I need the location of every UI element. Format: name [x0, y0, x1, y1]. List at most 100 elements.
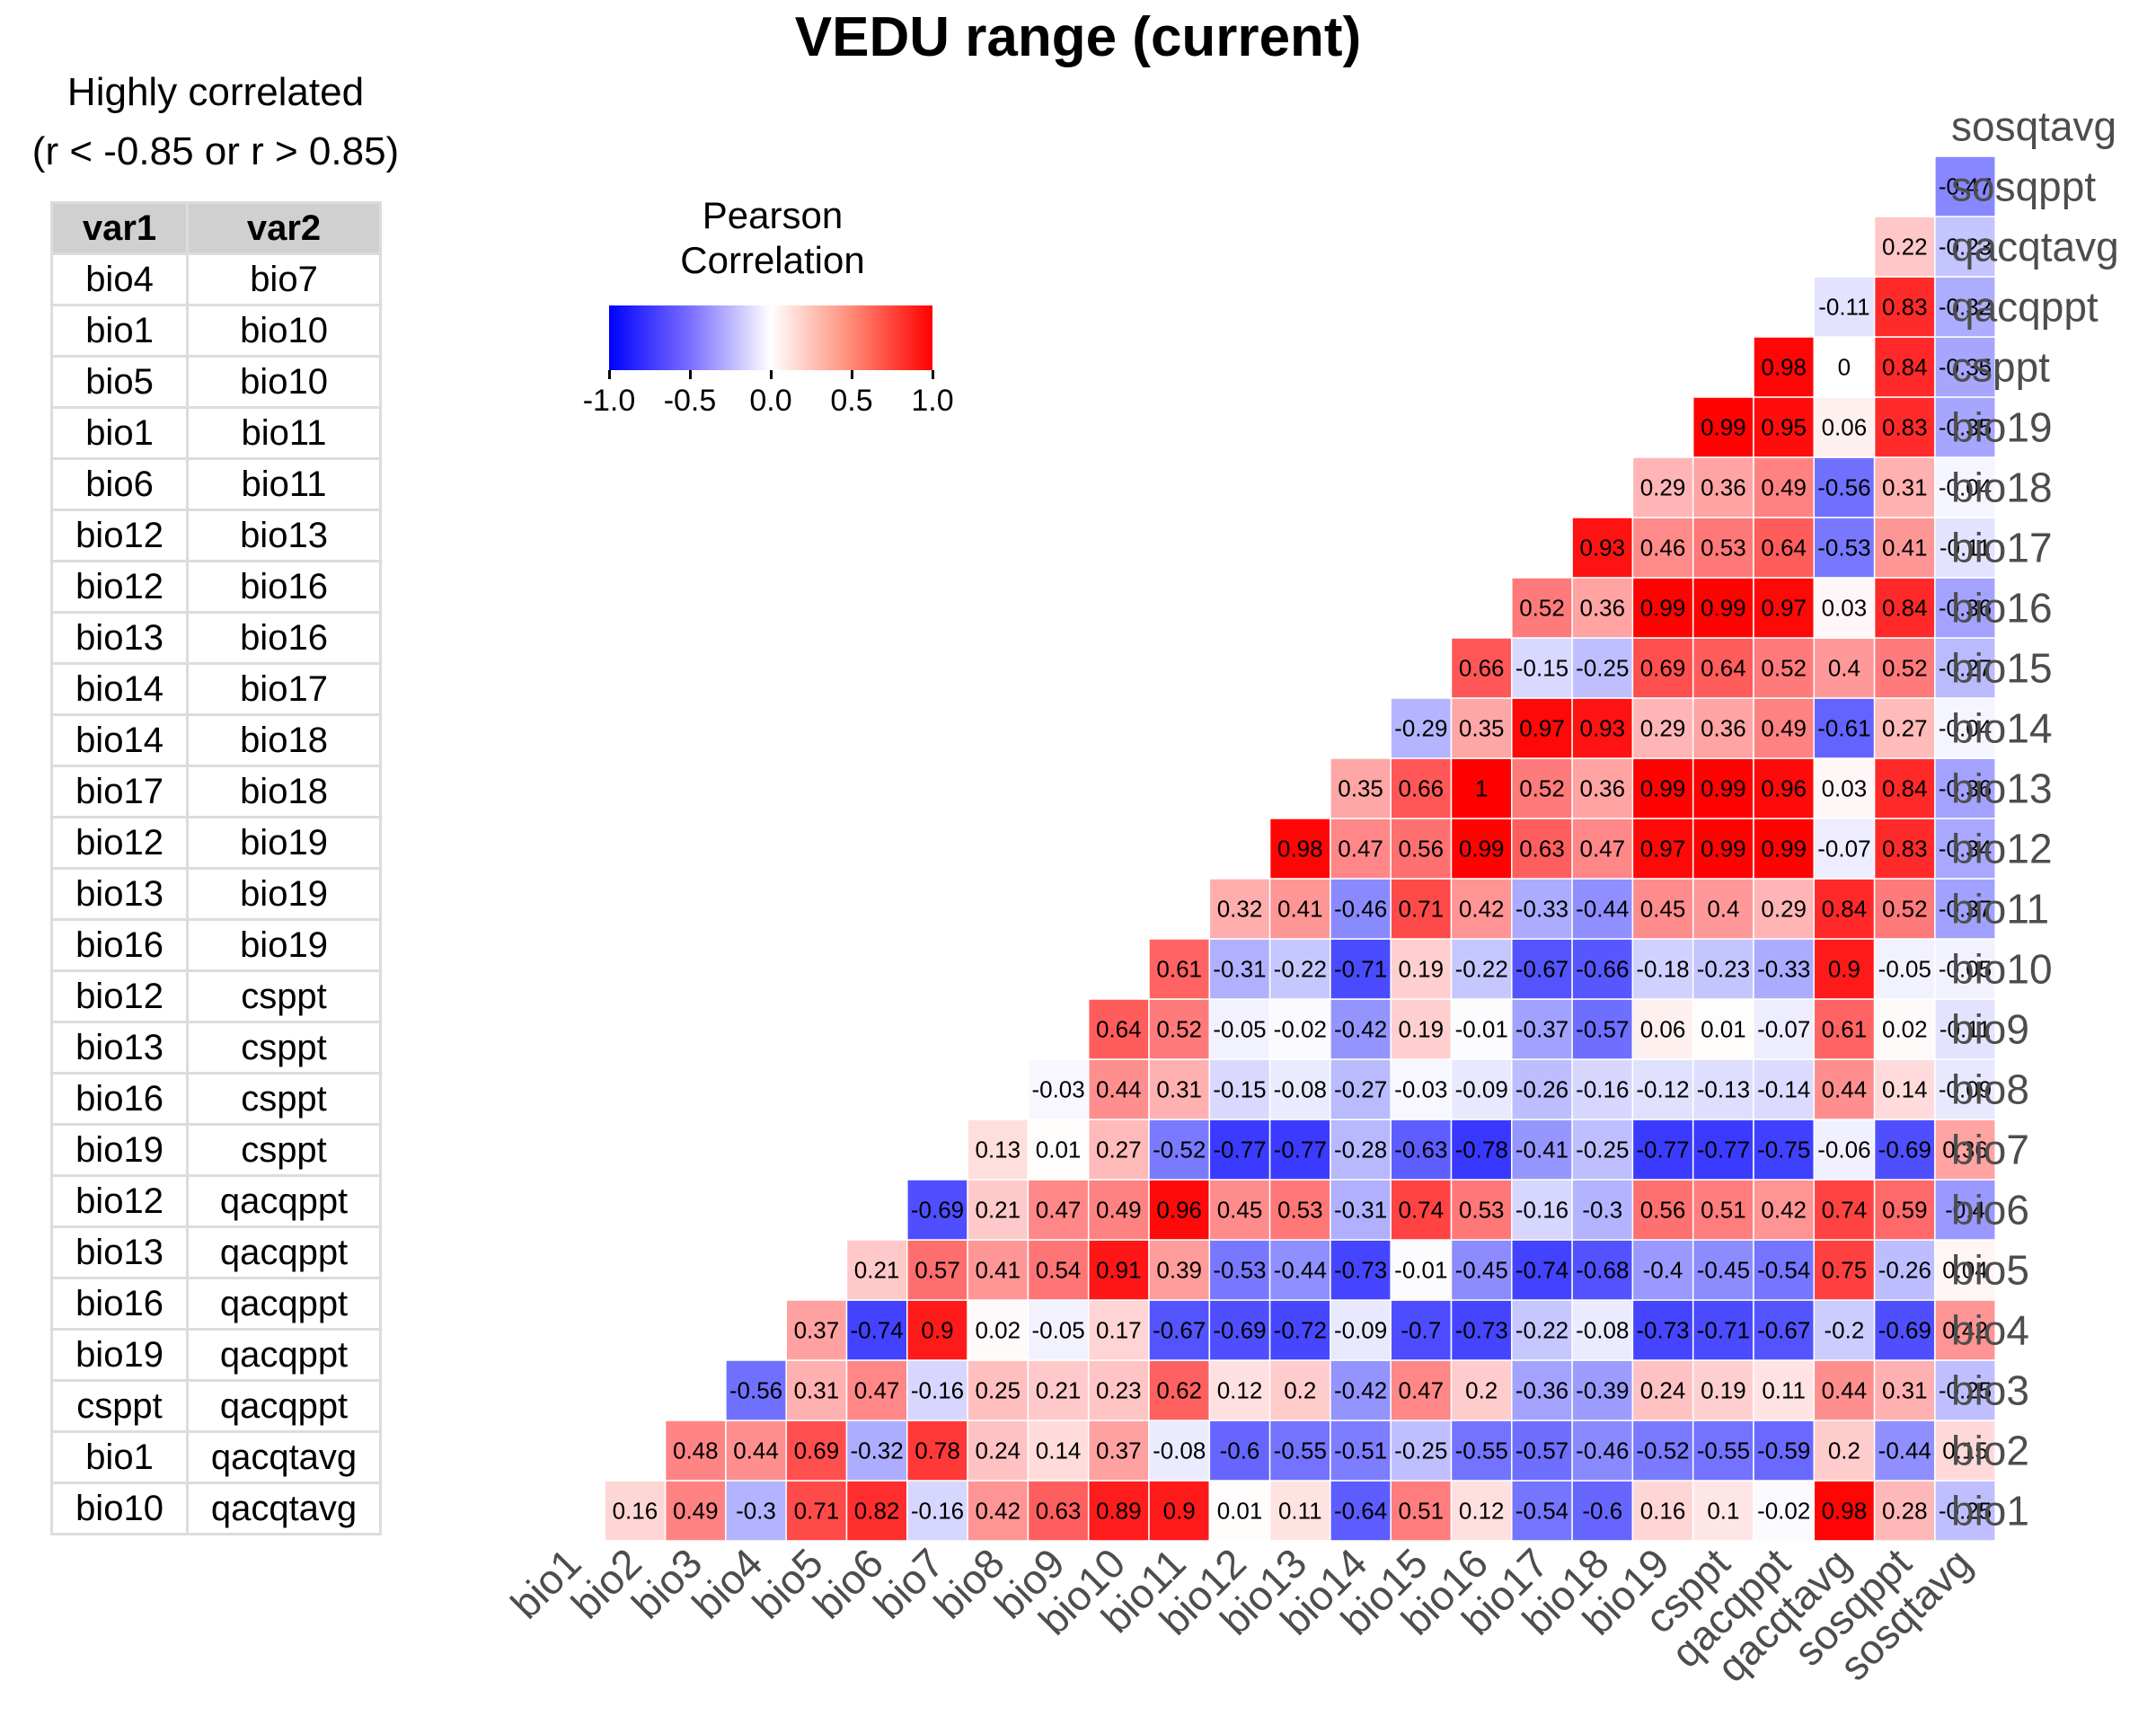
heatmap-value-label: -0.01 [1455, 1016, 1508, 1043]
heatmap-cell [1390, 878, 1453, 940]
heatmap-value-label: 0.01 [1036, 1137, 1082, 1163]
heatmap-value-label: -0.15 [1213, 1076, 1266, 1103]
heatmap-value-label: 0.97 [1519, 715, 1565, 742]
row-axis-label: qacqppt [1951, 284, 2099, 331]
table-cell-var1: bio13 [50, 1021, 189, 1075]
heatmap-value-label: 0.56 [1398, 836, 1444, 862]
heatmap-value-label: 0.53 [1459, 1197, 1505, 1224]
heatmap-cell [1753, 517, 1816, 579]
heatmap-value-label: 0.52 [1519, 595, 1565, 622]
heatmap-value-label: -0.42 [1334, 1377, 1387, 1404]
heatmap-cell [1571, 517, 1634, 579]
heatmap-value-label: 0.64 [1761, 535, 1807, 562]
table-row: bio12 bio16 [50, 560, 382, 614]
legend-tick-label: -0.5 [663, 384, 717, 418]
row-axis-label: bio11 [1951, 886, 2049, 933]
heatmap-value-label: -0.4 [1945, 1197, 1985, 1224]
heatmap-value-label: 0.93 [1579, 535, 1625, 562]
heatmap-value-label: -0.22 [1515, 1317, 1568, 1344]
table-cell-var2: bio10 [186, 304, 382, 358]
heatmap-cell [1027, 1359, 1090, 1421]
heatmap-cell [785, 1299, 848, 1361]
heatmap-value-label: 0.16 [1640, 1498, 1686, 1525]
heatmap-value-label: 0.69 [1640, 655, 1686, 682]
table-cell-var2: csppt [186, 1072, 382, 1126]
heatmap-value-label: 0.31 [1882, 474, 1928, 501]
heatmap-value-label: 0.47 [1579, 836, 1625, 862]
heatmap-value-label: 0.52 [1882, 896, 1928, 923]
heatmap-cell [1390, 818, 1453, 880]
heatmap-value-label: -0.31 [1334, 1197, 1387, 1224]
heatmap-value-label: 0.06 [1822, 414, 1868, 441]
heatmap-cell [845, 1239, 908, 1301]
heatmap-value-label: 0.03 [1822, 595, 1868, 622]
heatmap-value-label: 0.42 [1761, 1197, 1807, 1224]
table-cell-var1: bio13 [50, 1225, 189, 1279]
heatmap-value-label: 0.24 [975, 1438, 1021, 1464]
heatmap-cell [1692, 1239, 1754, 1301]
chart-title: VEDU range (current) [794, 6, 1362, 68]
heatmap-cell [1571, 1480, 1634, 1542]
heatmap-cell [1934, 878, 1996, 940]
heatmap-value-label: -0.28 [1334, 1137, 1387, 1163]
heatmap-cell [1087, 1359, 1150, 1421]
heatmap-value-label: -0.72 [1274, 1317, 1327, 1344]
row-axis-label: bio17 [1951, 525, 2053, 571]
heatmap-cell [1934, 637, 1996, 699]
table-cell-var2: bio18 [186, 765, 382, 818]
table-cell-var1: bio1 [50, 304, 189, 358]
heatmap-cell [1148, 1359, 1211, 1421]
heatmap-value-label: -0.61 [1817, 715, 1870, 742]
heatmap-value-label: 0.19 [1398, 1016, 1444, 1043]
heatmap-value-label: 0.4 [1707, 896, 1739, 923]
heatmap-value-label: -0.18 [1636, 956, 1689, 983]
heatmap-cell [1027, 1299, 1090, 1361]
heatmap-cell [1511, 1179, 1573, 1241]
heatmap-cell [1631, 1119, 1694, 1181]
heatmap-value-label: 0.14 [1036, 1438, 1082, 1464]
heatmap-cell [1268, 1299, 1331, 1361]
heatmap-value-label: -0.56 [1817, 474, 1870, 501]
heatmap-cell [1934, 1119, 1996, 1181]
heatmap-value-label: 0.01 [1217, 1498, 1263, 1525]
heatmap-value-label: -0.05 [1031, 1317, 1084, 1344]
heatmap-cell [1208, 998, 1271, 1060]
heatmap-value-label: -0.36 [1515, 1377, 1568, 1404]
table-row: bio16 bio19 [50, 918, 382, 972]
heatmap-cell [1813, 456, 1876, 518]
legend-tick-mark [851, 370, 853, 379]
heatmap-cell [1027, 1058, 1090, 1120]
table-header-var2: var2 [186, 201, 382, 255]
heatmap-value-label: 0.99 [1701, 595, 1746, 622]
table-cell-var2: bio10 [186, 355, 382, 409]
heatmap-value-label: 0.83 [1882, 414, 1928, 441]
heatmap-value-label: 0.91 [1096, 1257, 1142, 1284]
heatmap-cell [1934, 1359, 1996, 1421]
row-axis-label: sosqppt [1951, 164, 2096, 210]
heatmap-value-label: 0.84 [1882, 595, 1928, 622]
heatmap-cell [906, 1239, 968, 1301]
row-axis-label: bio7 [1951, 1127, 2029, 1173]
heatmap-cell [1330, 1179, 1392, 1241]
heatmap-cell [1813, 396, 1876, 458]
heatmap-value-label: 0.48 [673, 1438, 719, 1464]
heatmap-value-label: -0.36 [1939, 595, 1992, 622]
heatmap-value-label: -0.56 [729, 1377, 782, 1404]
table-cell-var1: bio19 [50, 1123, 189, 1177]
table-row: bio4 bio7 [50, 252, 382, 306]
heatmap-value-label: -0.34 [1939, 836, 1992, 862]
table-cell-var1: bio16 [50, 918, 189, 972]
heatmap-value-label: -0.25 [1576, 655, 1629, 682]
heatmap-value-label: 0.9 [1828, 956, 1860, 983]
heatmap-cell [1450, 1480, 1513, 1542]
heatmap-value-label: 0.44 [1096, 1076, 1142, 1103]
row-axis-label: bio4 [1951, 1307, 2029, 1354]
row-axis-label: qacqtavg [1951, 224, 2119, 270]
heatmap-value-label: -0.44 [1274, 1257, 1327, 1284]
heatmap-cell [1268, 878, 1331, 940]
heatmap-value-label: -0.67 [1515, 956, 1568, 983]
heatmap-cell [1087, 1179, 1150, 1241]
heatmap-value-label: 0.52 [1156, 1016, 1202, 1043]
heatmap-cell [1511, 1239, 1573, 1301]
table-cell-var1: bio12 [50, 1174, 189, 1228]
